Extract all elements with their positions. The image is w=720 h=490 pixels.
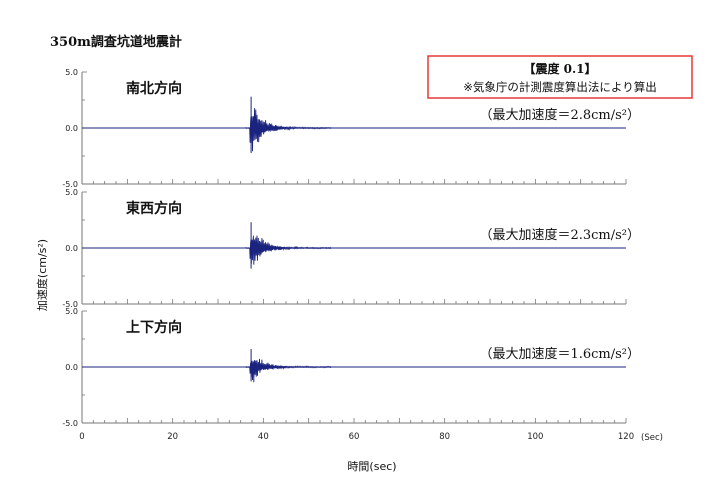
x-tick-label: 120 [618, 432, 634, 442]
max-accel-label-1: （最大加速度＝2.8cm/s²） [479, 107, 640, 123]
waveform-1 [244, 108, 332, 152]
y-tick-label: 0.0 [65, 124, 78, 133]
annotation-box: 【震度 0.1】 ※気象庁の計測震度算出法により算出 [427, 55, 693, 99]
x-axis-label: 時間(sec) [347, 460, 396, 473]
x-tick-label: 100 [527, 432, 543, 442]
y-tick-label: 0.0 [65, 244, 78, 253]
chart-title: 350m調査坑道地震計 [50, 34, 182, 50]
intensity-label: 【震度 0.1】 [523, 61, 596, 76]
y-axis-label: 加速度(cm/s²) [35, 239, 49, 311]
waveform-2 [244, 235, 332, 265]
panel-3: 5.0 0.0 -5.0 上下方向 （最大加速度＝1.6cm/s²） [62, 307, 640, 428]
panel-label-2: 東西方向 [126, 200, 182, 217]
panel-label-3: 上下方向 [126, 319, 182, 336]
y-tick-label: 5.0 [65, 188, 78, 197]
x-axis-unit: (Sec) [641, 433, 663, 443]
x-tick-labels: 0 20 40 60 80 100 120 [79, 432, 634, 442]
x-tick-label: 20 [167, 432, 178, 442]
y-tick-label: 5.0 [65, 307, 78, 316]
y-tick-label: -5.0 [62, 180, 78, 189]
x-tick-label: 80 [439, 432, 450, 442]
max-accel-label-3: （最大加速度＝1.6cm/s²） [479, 346, 640, 362]
panel-2: 5.0 0.0 -5.0 東西方向 （最大加速度＝2.3cm/s²） [62, 188, 640, 309]
x-tick-label: 60 [349, 432, 360, 442]
y-tick-label: 5.0 [65, 68, 78, 77]
intensity-note: ※気象庁の計測震度算出法により算出 [463, 80, 656, 94]
panel-1: 5.0 0.0 -5.0 南北方向 （最大加速度＝2.8cm/s²） [62, 68, 640, 189]
y-tick-label: -5.0 [62, 419, 78, 428]
waveform-3 [244, 358, 332, 383]
panel-label-1: 南北方向 [126, 80, 182, 97]
annotation-border [427, 55, 693, 99]
x-tick-label: 40 [258, 432, 269, 442]
x-tick-label: 0 [79, 432, 84, 442]
y-tick-label: 0.0 [65, 363, 78, 372]
y-tick-label: -5.0 [62, 300, 78, 309]
max-accel-label-2: （最大加速度＝2.3cm/s²） [479, 227, 640, 243]
